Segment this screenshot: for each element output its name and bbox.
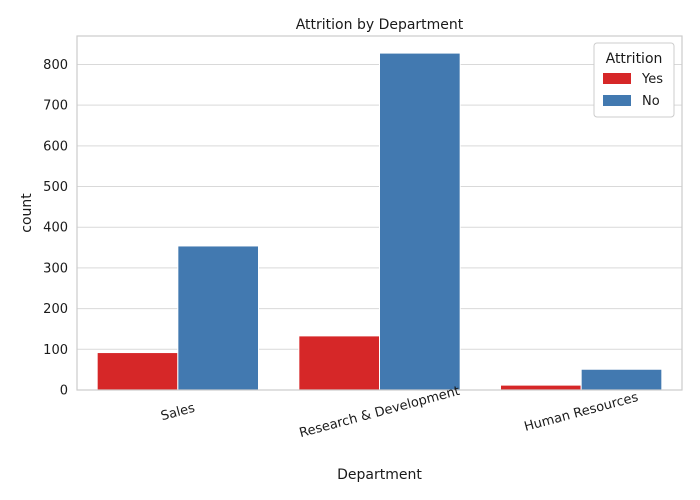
y-tick-label: 500 <box>43 180 68 195</box>
legend-swatch-yes <box>603 73 631 84</box>
y-tick-labels: 0 100 200 300 400 500 600 700 800 <box>43 58 68 399</box>
bar-no-1 <box>379 52 461 391</box>
bars <box>96 52 663 391</box>
bar-no-0 <box>177 245 259 391</box>
chart-title: Attrition by Department <box>296 17 464 33</box>
y-tick-label: 100 <box>43 343 68 358</box>
y-tick-label: 600 <box>43 139 68 154</box>
y-tick-label: 0 <box>60 384 68 399</box>
bar-yes-1 <box>298 335 381 391</box>
bar-yes-2 <box>500 384 582 391</box>
x-axis-label: Department <box>337 467 422 483</box>
y-tick-label: 300 <box>43 261 68 276</box>
bar-yes-0 <box>96 352 179 391</box>
legend-label-no: No <box>642 94 660 109</box>
bar-no-2 <box>580 368 663 391</box>
y-axis-label: count <box>19 193 35 233</box>
y-tick-label: 200 <box>43 302 68 317</box>
legend-swatch-no <box>603 95 631 106</box>
legend-label-yes: Yes <box>641 72 663 87</box>
legend-title: Attrition <box>606 51 663 67</box>
y-tick-label: 400 <box>43 221 68 236</box>
y-tick-label: 800 <box>43 58 68 73</box>
y-tick-label: 700 <box>43 99 68 114</box>
legend: Attrition Yes No <box>593 42 675 118</box>
plot-frame <box>76 35 683 391</box>
